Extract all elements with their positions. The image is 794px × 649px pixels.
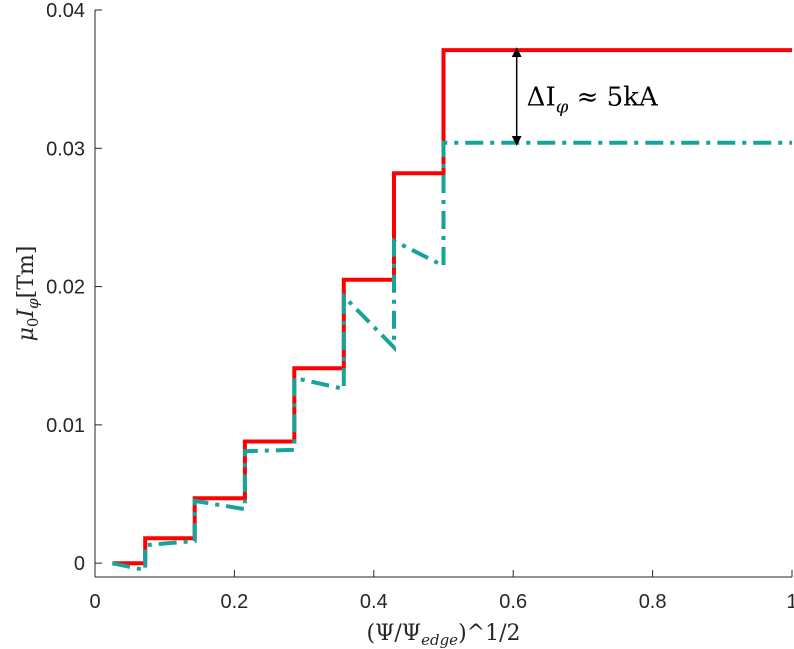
annotation: ΔIφ ≈ 5kA: [511, 47, 659, 146]
annotation-label: ΔIφ ≈ 5kA: [527, 82, 659, 117]
y-tick-label: 0.04: [46, 0, 85, 22]
series-layer: [111, 48, 792, 573]
x-tick-label: 0.2: [220, 591, 248, 613]
y-tick-label: 0.03: [46, 138, 85, 160]
series-line-1: [112, 48, 792, 566]
x-tick-label: 1: [786, 591, 794, 613]
series-line-2: [111, 140, 792, 573]
x-axis-label: (Ψ/Ψedge)^1/2: [367, 621, 521, 649]
x-tick-label: 0: [89, 591, 100, 613]
axes: [94, 10, 792, 578]
y-tick-label: 0: [74, 553, 85, 575]
ticks-layer: 0 0.2 0.4 0.6 0.8 1 0 0.01 0.02 0.03 0.04: [46, 0, 794, 613]
x-tick-label: 0.6: [499, 591, 527, 613]
y-tick-label: 0.02: [46, 277, 85, 299]
x-tick-label: 0.4: [360, 591, 388, 613]
y-tick-label: 0.01: [46, 415, 85, 437]
x-tick-label: 0.8: [639, 591, 667, 613]
y-axis-label: μ0Iφ[Tm]: [14, 246, 42, 342]
